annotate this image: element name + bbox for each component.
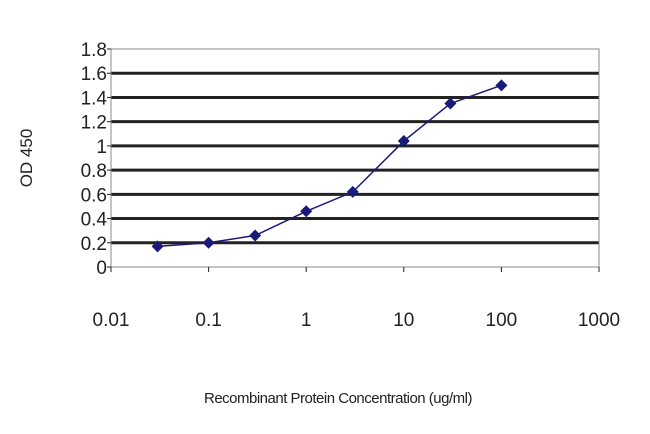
y-tick-label: 1.8 (81, 40, 107, 61)
x-tick-label: 1 (301, 310, 312, 331)
y-tick-label: 1.2 (81, 113, 107, 134)
y-tick-label: 0.4 (81, 210, 108, 231)
y-tick-label: 0 (96, 258, 107, 279)
series-line (157, 84, 502, 248)
data-point (444, 97, 457, 110)
data-point (202, 236, 215, 249)
y-tick-label: 0.2 (81, 234, 107, 255)
x-tick-label: 100 (486, 310, 518, 331)
x-axis-label: Recombinant Protein Concentration (ug/ml… (204, 390, 472, 407)
y-tick-label: 1 (96, 137, 107, 158)
x-tick-label: 10 (393, 310, 414, 331)
y-tick-label: 1.6 (81, 64, 107, 85)
data-point (151, 240, 164, 253)
plot-area (110, 48, 600, 268)
data-point (495, 79, 508, 92)
x-tick-label: 0.1 (195, 310, 221, 331)
x-tick-label: 1000 (578, 310, 620, 331)
data-point (346, 185, 359, 198)
y-axis-label: OD 450 (17, 129, 36, 188)
data-point (249, 229, 262, 242)
ticks: 0 0.2 0.4 0.6 0.8 1 1.2 1.4 1.6 1.8 0.01 0.1 1 10 100 1… (81, 40, 621, 331)
data-point (397, 135, 410, 148)
x-tick-label: 0.01 (93, 310, 130, 331)
y-tick-label: 0.6 (81, 185, 107, 206)
data-point (300, 205, 313, 218)
grid (111, 71, 599, 245)
series (151, 79, 508, 253)
y-tick-label: 0.8 (81, 161, 107, 182)
y-tick-label: 1.4 (81, 88, 108, 109)
